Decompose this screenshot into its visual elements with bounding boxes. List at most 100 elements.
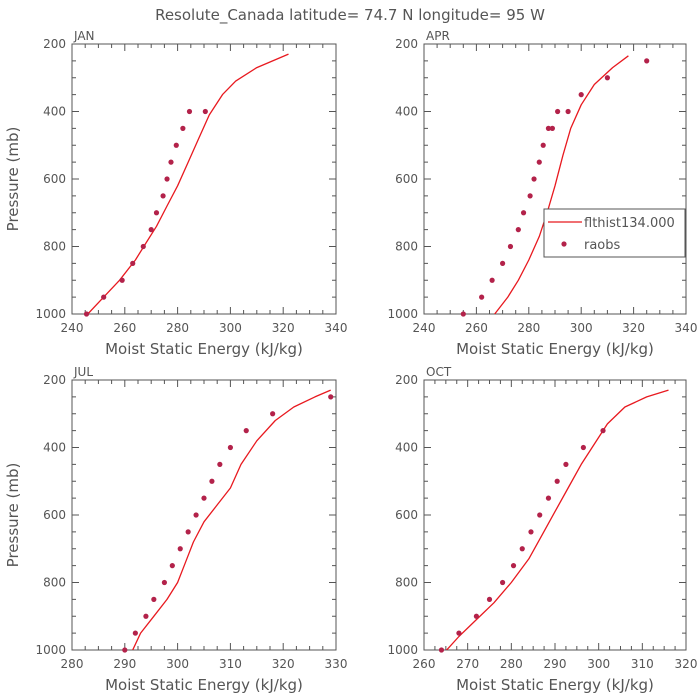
panel-title: JUL [73,365,93,379]
raobs-point [186,108,193,115]
plot-frame [71,379,337,651]
y-tick-label: 1000 [35,307,66,321]
y-tick-label: 1000 [35,643,66,657]
raobs-point [160,193,166,199]
raobs-point [217,461,223,467]
y-tick-label: 800 [395,576,418,590]
raobs-point [101,294,107,300]
x-tick-label: 320 [272,657,295,671]
raobs-point [500,260,506,266]
raobs-point [460,311,466,317]
x-tick-label: 270 [456,657,479,671]
raobs-point [515,227,521,233]
x-tick-label: 280 [500,657,523,671]
raobs-point [227,444,233,451]
x-tick-label: 240 [413,321,436,335]
x-tick-label: 260 [465,321,488,335]
y-tick-label: 800 [43,576,66,590]
y-tick-label: 1000 [387,307,418,321]
raobs-point [555,108,561,115]
y-tick-label: 800 [43,240,66,254]
y-tick-label: 600 [395,508,418,522]
y-tick-label: 600 [395,172,418,186]
raobs-point [473,613,479,619]
legend: flthist134.000 raobs [543,208,686,258]
raobs-point [270,411,276,417]
raobs-point [202,108,208,115]
x-tick-label: 240 [61,321,84,335]
x-tick-label: 280 [61,657,84,671]
y-tick-label: 600 [43,508,66,522]
raobs-point [151,596,157,602]
raobs-point [549,125,555,131]
raobs-point [519,546,525,552]
raobs-point [161,579,167,586]
panel-title: OCT [426,365,452,379]
plot-frame [71,43,337,315]
raobs-point [173,142,179,148]
raobs-point [486,596,493,602]
raobs-point [537,512,543,518]
raobs-point [119,277,125,283]
legend-marker-swatch [561,241,567,247]
raobs-point [193,512,199,518]
raobs-point [563,461,569,467]
raobs-point [122,647,128,653]
raobs-point [536,159,542,165]
raobs-point [540,142,546,148]
legend-entry-raobs: raobs [584,238,621,253]
y-tick-label: 1000 [387,643,418,657]
x-axis-label: Moist Static Energy (kJ/kg) [105,676,303,694]
y-tick-label: 600 [43,172,66,186]
raobs-point [209,478,215,484]
raobs-point [507,243,514,250]
figure-title: Resolute_Canada latitude= 74.7 N longitu… [155,6,545,25]
model-line [445,389,669,650]
y-tick-label: 400 [43,105,66,119]
x-tick-label: 260 [413,657,436,671]
y-axis-label: Pressure (mb) [4,127,22,232]
plot-frame [423,43,687,315]
raobs-point [520,210,527,216]
x-tick-label: 340 [675,321,698,335]
x-tick-label: 280 [166,321,189,335]
raobs-point [580,444,586,451]
panel-jul: 280 290 300 310 320 330 200 400 600 800 1000 JUL Moi… [4,365,347,694]
raobs-point [177,546,183,552]
y-axis-label: Pressure (mb) [4,463,22,568]
raobs-point [545,495,552,501]
x-tick-label: 320 [272,321,295,335]
panel-apr: 240 260 280 300 320 340 200 400 600 800 1000 APR Moi… [387,29,697,358]
raobs-point [153,210,160,216]
x-tick-label: 320 [622,321,645,335]
legend-entry-model: flthist134.000 [584,216,675,231]
model-line [131,389,331,650]
raobs-point [456,630,462,636]
raobs-point [168,159,174,165]
raobs-point [143,613,149,619]
panel-oct: 260 270 280 290 300 310 320 200 400 600 800 1000 OCT… [387,365,697,694]
raobs-point [180,125,186,131]
raobs-point [148,227,154,233]
legend-box [543,208,686,258]
raobs-point [169,563,175,569]
y-tick-label: 800 [395,240,418,254]
x-tick-label: 300 [219,321,242,335]
x-tick-label: 330 [325,657,348,671]
x-tick-label: 300 [570,321,593,335]
raobs-point [565,108,571,115]
raobs-point [185,529,191,535]
y-tick-label: 200 [43,37,66,51]
raobs-point [644,58,650,64]
raobs-point [527,193,533,199]
raobs-point [479,294,485,300]
x-tick-label: 290 [113,657,136,671]
raobs-point [201,495,207,501]
raobs-point [554,478,560,484]
x-tick-label: 280 [517,321,540,335]
x-tick-label: 290 [544,657,567,671]
raobs-point [130,260,136,266]
panel-jan: 240 260 280 300 320 340 200 400 600 800 1000 JAN Moi… [4,29,347,358]
raobs-point [528,529,534,535]
